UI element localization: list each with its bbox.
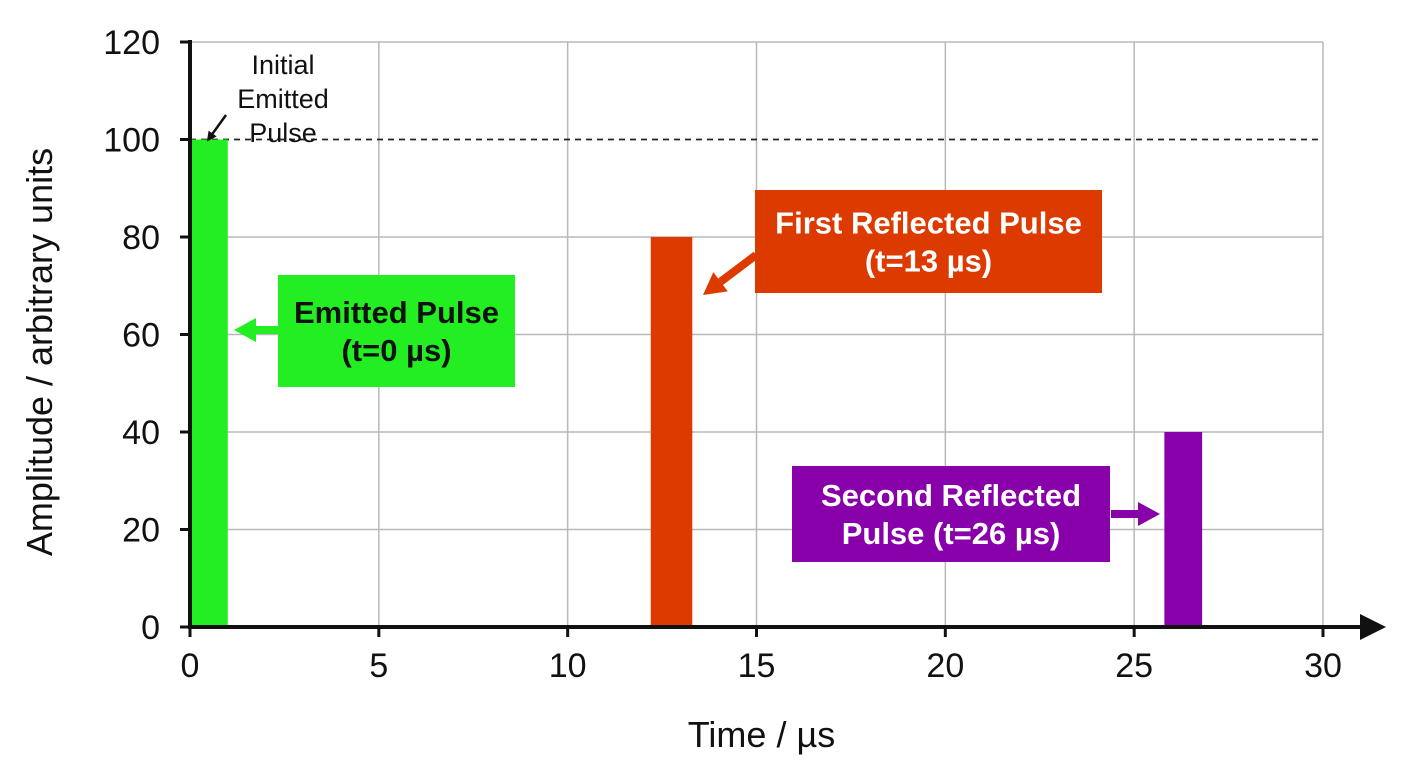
annotation-box-3 — [792, 466, 1110, 562]
annotation-arrowhead-2 — [703, 272, 728, 295]
annotation-text: Emitted Pulse — [294, 295, 499, 330]
bar-2 — [650, 237, 693, 627]
annotation-text: First Reflected Pulse — [775, 206, 1082, 241]
x-tick-label: 0 — [181, 647, 200, 685]
x-tick-label: 10 — [549, 647, 587, 685]
x-tick-label: 25 — [1115, 647, 1153, 685]
y-axis-title: Amplitude / arbitrary units — [19, 148, 60, 556]
y-tick-label: 40 — [122, 414, 160, 452]
x-tick-label: 20 — [926, 647, 964, 685]
y-tick-label: 20 — [122, 512, 160, 550]
x-axis-arrowhead — [1360, 614, 1386, 640]
annotation-text: Pulse (t=26 µs) — [842, 516, 1061, 551]
annotation-arrowhead-1 — [234, 318, 256, 342]
note-text: Emitted — [237, 84, 329, 114]
annotation-arrow-2 — [718, 251, 759, 285]
y-tick-label: 100 — [103, 122, 160, 160]
annotation-text: (t=13 µs) — [865, 244, 992, 279]
x-tick-label: 15 — [738, 647, 776, 685]
annotation-box-2 — [755, 190, 1102, 293]
annotation-text: (t=0 µs) — [341, 333, 451, 368]
y-tick-label: 0 — [141, 609, 160, 647]
y-tick-label: 80 — [122, 219, 160, 257]
y-tick-label: 120 — [103, 24, 160, 62]
x-tick-label: 5 — [369, 647, 388, 685]
bar-1 — [190, 139, 228, 627]
x-axis-title: Time / µs — [688, 714, 835, 755]
x-tick-label: 30 — [1304, 647, 1342, 685]
annotation-box-1 — [278, 275, 515, 387]
note-text: Initial — [251, 50, 314, 80]
annotation-text: Second Reflected — [821, 478, 1081, 513]
annotation-arrowhead-3 — [1138, 502, 1160, 526]
y-tick-label: 60 — [122, 317, 160, 355]
note-text: Pulse — [249, 118, 317, 148]
note-arrow — [206, 114, 228, 142]
bar-3 — [1164, 432, 1203, 627]
